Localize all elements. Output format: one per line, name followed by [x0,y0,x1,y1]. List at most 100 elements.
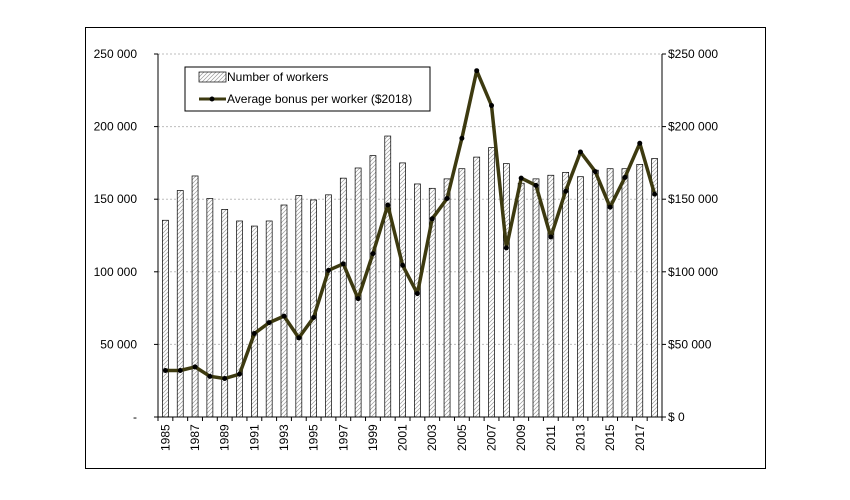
x-tick-label: 1985 [158,424,172,451]
right-tick-label: $150 000 [668,192,718,206]
tick-labels: - $ 0 50 000 $50 000 100 000 $100 000 150 000 $… [94,47,719,451]
x-tick-label: 2013 [573,424,587,451]
right-tick-label: $ 0 [668,410,685,424]
bar [503,163,510,418]
right-tick-label: $200 000 [668,120,718,134]
bonus-point [622,174,628,180]
bonus-point [533,182,539,188]
bar [577,176,584,418]
bar [206,198,214,418]
legend-line-label: Average bonus per worker ($2018) [227,92,412,106]
left-tick-label: 250 000 [94,47,138,61]
x-tick-label: 2017 [633,424,647,451]
x-tick-label: 2009 [514,424,528,451]
bar [265,220,273,418]
x-tick-label: 1991 [247,424,261,451]
left-tick-label: 150 000 [94,192,138,206]
x-tick-label: 1993 [277,424,291,451]
bonus-point [518,175,524,181]
bonus-point [414,291,420,297]
bonus-point [222,376,228,382]
bar [473,156,481,418]
bar [414,183,421,418]
bar [384,135,392,418]
bonus-point [548,234,554,240]
bar [339,177,347,418]
x-tick-label: 2001 [396,424,410,451]
bonus-point [325,267,331,273]
bonus-point [207,373,213,379]
bar [399,162,406,418]
right-tick-label: $100 000 [668,265,718,279]
bonus-point [563,188,569,194]
bar [221,209,229,418]
bonus-point [607,204,613,210]
left-tick-label: 50 000 [100,337,137,351]
right-tick-label: $50 000 [668,337,712,351]
bar [369,155,377,418]
x-tick-label: 1999 [366,424,380,451]
legend: Number of workers Average bonus per work… [184,66,431,112]
bonus-point [237,371,243,377]
bar [236,220,243,418]
left-tick-label: - [133,410,137,424]
bar [443,178,451,418]
x-tick-label: 2015 [603,424,617,451]
chart-frame [85,27,766,469]
bar [295,195,303,418]
bonus-point [459,135,465,141]
bonus-point [162,368,168,374]
bar [162,219,169,418]
x-tick-label: 1997 [336,424,350,451]
bonus-point [400,262,406,268]
bonus-point [652,191,658,197]
bonus-point [429,216,435,222]
bar [532,178,540,418]
bonus-point [296,335,302,341]
bonus-point [489,103,495,109]
bar [562,171,569,418]
bonus-point [592,169,598,175]
bonus-line [165,68,657,381]
bonus-point [577,149,583,155]
bonus-point [340,261,346,267]
bonus-point [281,313,287,319]
right-tick-label: $250 000 [668,47,718,61]
bonus-point [503,245,509,251]
bonus-point [474,68,480,74]
x-tick-label: 1987 [188,424,202,451]
bar [458,168,466,418]
bonus-point [637,140,643,146]
x-tick-label: 1989 [218,424,232,451]
bonus-point [444,195,450,201]
line-series [162,68,658,382]
bonus-point [266,320,272,326]
bar [651,158,658,418]
left-tick-label: 100 000 [94,265,138,279]
legend-bar-label: Number of workers [227,70,328,84]
bar [488,147,495,418]
bar [547,174,555,418]
bonus-point [177,368,183,374]
bonus-point [355,296,361,302]
bonus-point [311,315,317,321]
x-tick-label: 2005 [455,424,469,451]
bar [251,225,258,418]
bar [176,190,184,418]
left-tick-label: 200 000 [94,120,138,134]
x-tick-label: 2007 [485,424,499,451]
bonus-point [370,251,376,257]
legend-line-marker [209,96,215,102]
legend-bar-swatch [198,71,227,83]
axes [154,53,666,421]
bonus-point [385,202,391,208]
bonus-point [251,331,257,337]
bar [591,169,599,418]
bar [621,168,629,418]
bar [280,204,288,418]
bar [191,175,199,418]
bar [636,164,644,418]
x-tick-label: 2003 [425,424,439,451]
x-tick-label: 1995 [307,424,321,451]
